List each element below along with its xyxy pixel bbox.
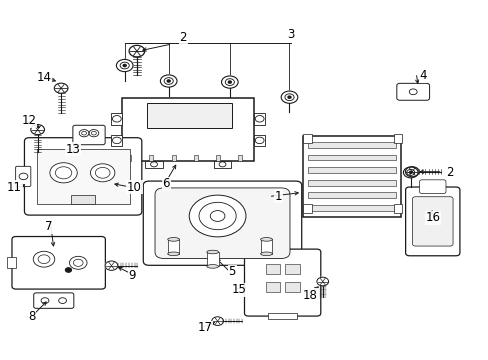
Ellipse shape [260, 252, 272, 256]
Bar [146, 103, 232, 128]
Bar [127, 154, 131, 161]
Text: 7: 7 [45, 220, 53, 233]
Circle shape [65, 268, 71, 272]
Circle shape [31, 125, 44, 135]
Bar [171, 154, 175, 161]
FancyBboxPatch shape [73, 125, 105, 145]
Text: 14: 14 [37, 71, 51, 84]
FancyBboxPatch shape [12, 237, 105, 289]
Circle shape [189, 195, 245, 237]
Ellipse shape [260, 238, 272, 241]
Bar [393, 134, 402, 143]
Text: 13: 13 [66, 143, 81, 156]
Ellipse shape [206, 250, 218, 254]
FancyBboxPatch shape [16, 166, 31, 186]
Ellipse shape [167, 252, 179, 256]
Text: 6: 6 [162, 177, 170, 190]
Bar [145, 161, 163, 168]
Text: 2: 2 [445, 166, 453, 179]
Circle shape [287, 96, 290, 98]
Text: 18: 18 [303, 289, 317, 302]
FancyBboxPatch shape [396, 83, 429, 100]
Ellipse shape [206, 265, 218, 268]
Bar [307, 205, 395, 211]
Circle shape [403, 167, 417, 178]
Text: 2: 2 [179, 31, 187, 44]
Circle shape [405, 167, 418, 177]
FancyBboxPatch shape [405, 187, 459, 256]
Bar [111, 113, 122, 125]
Bar [307, 180, 395, 186]
Bar [260, 239, 272, 254]
Circle shape [129, 45, 144, 57]
Circle shape [281, 91, 297, 103]
Bar [307, 155, 395, 161]
Circle shape [33, 251, 55, 267]
FancyBboxPatch shape [34, 293, 74, 308]
FancyBboxPatch shape [155, 188, 289, 258]
Circle shape [167, 80, 170, 82]
Circle shape [54, 83, 68, 93]
Circle shape [79, 130, 89, 137]
Bar [303, 134, 311, 143]
Text: 16: 16 [425, 211, 439, 224]
Text: 17: 17 [198, 321, 212, 334]
Bar [265, 282, 280, 292]
Bar [265, 264, 280, 274]
FancyBboxPatch shape [244, 249, 320, 316]
Circle shape [221, 76, 238, 88]
Bar [71, 194, 95, 204]
FancyBboxPatch shape [143, 181, 301, 265]
Bar [206, 252, 218, 266]
Bar [7, 257, 16, 268]
FancyBboxPatch shape [419, 180, 445, 194]
Circle shape [123, 64, 126, 67]
Bar [307, 142, 395, 148]
Bar [238, 154, 242, 161]
Bar [216, 154, 220, 161]
Bar [285, 264, 299, 274]
Bar [213, 161, 231, 168]
Text: 9: 9 [128, 269, 136, 282]
Text: 8: 8 [28, 310, 36, 323]
FancyBboxPatch shape [122, 98, 254, 161]
Circle shape [160, 75, 177, 87]
Bar [267, 313, 297, 319]
Bar [167, 239, 179, 254]
Circle shape [116, 59, 133, 72]
Bar [303, 204, 311, 213]
Circle shape [316, 277, 328, 286]
Text: 3: 3 [286, 28, 294, 41]
Bar [149, 154, 153, 161]
Bar [393, 204, 402, 213]
FancyBboxPatch shape [303, 136, 400, 217]
Text: 4: 4 [418, 69, 426, 82]
Text: 5: 5 [228, 265, 236, 278]
Bar [193, 154, 197, 161]
Circle shape [90, 164, 115, 182]
FancyBboxPatch shape [412, 197, 452, 246]
Bar [307, 192, 395, 198]
Bar [285, 282, 299, 292]
Circle shape [105, 261, 118, 270]
Circle shape [50, 163, 77, 183]
Ellipse shape [167, 238, 179, 241]
Circle shape [89, 130, 99, 137]
Bar [111, 135, 122, 146]
Bar [254, 113, 264, 125]
Bar [307, 167, 395, 173]
Circle shape [408, 171, 411, 174]
FancyBboxPatch shape [24, 138, 142, 215]
Circle shape [211, 317, 223, 325]
Text: 12: 12 [22, 114, 37, 127]
Bar [37, 148, 129, 204]
Circle shape [69, 256, 87, 269]
Text: 15: 15 [231, 283, 245, 296]
Text: 1: 1 [274, 190, 282, 203]
Text: 11: 11 [7, 181, 22, 194]
Circle shape [228, 81, 231, 83]
Text: 10: 10 [127, 181, 142, 194]
Bar [254, 135, 264, 146]
